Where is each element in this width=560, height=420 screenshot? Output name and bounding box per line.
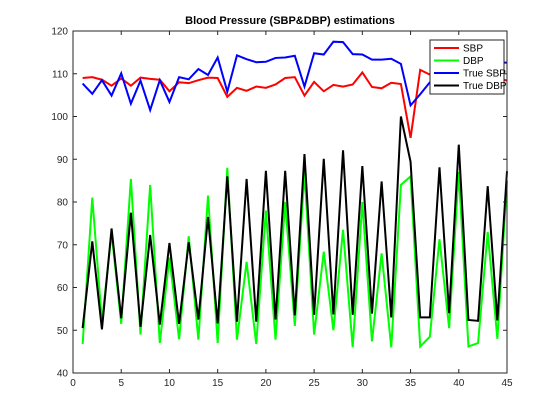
chart-title: Blood Pressure (SBP&DBP) estimations [185,15,395,27]
legend-label-3: True DBP [463,81,507,92]
x-tick-label: 45 [501,378,513,389]
x-tick-label: 15 [212,378,224,389]
x-tick-label: 25 [309,378,321,389]
x-tick-label: 5 [118,378,124,389]
series-line-1 [81,167,508,349]
x-tick-label: 10 [164,378,176,389]
axes-layer: 0 5 10 15 20 25 30 35 40 45 40 50 60 70 80 90 100 110 120 [51,27,513,390]
y-tick-label: 100 [51,112,68,123]
x-tick-label: 0 [70,378,76,389]
legend-label-1: DBP [463,56,484,67]
y-tick-label: 70 [57,240,69,251]
y-tick-label: 110 [52,69,68,80]
x-tick-label: 35 [405,378,417,389]
y-tick-label: 120 [51,27,68,38]
legend-label-0: SBP [463,44,483,55]
x-tick-label: 20 [260,378,272,389]
y-tick-label: 80 [57,198,69,209]
y-tick-label: 40 [57,369,69,380]
x-tick-label: 40 [453,378,465,389]
series-line-3 [81,116,508,330]
legend-label-2: True SBP [463,69,506,80]
y-tick-label: 60 [57,283,69,294]
y-tick-label: 50 [57,326,69,337]
y-tick-label: 90 [57,155,69,166]
x-tick-label: 30 [357,378,369,389]
